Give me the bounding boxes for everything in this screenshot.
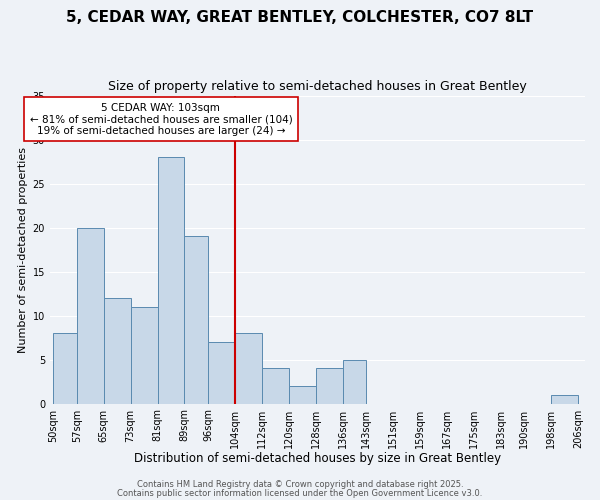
- Title: Size of property relative to semi-detached houses in Great Bentley: Size of property relative to semi-detach…: [108, 80, 527, 93]
- Bar: [551, 395, 578, 404]
- Bar: [316, 368, 343, 404]
- Bar: [184, 236, 208, 404]
- Bar: [343, 360, 366, 404]
- Bar: [53, 333, 77, 404]
- Text: 5 CEDAR WAY: 103sqm
← 81% of semi-detached houses are smaller (104)
19% of semi-: 5 CEDAR WAY: 103sqm ← 81% of semi-detach…: [29, 102, 292, 136]
- Text: Contains HM Land Registry data © Crown copyright and database right 2025.: Contains HM Land Registry data © Crown c…: [137, 480, 463, 489]
- Y-axis label: Number of semi-detached properties: Number of semi-detached properties: [19, 146, 28, 352]
- Bar: [208, 342, 235, 404]
- Bar: [158, 157, 184, 404]
- Bar: [289, 386, 316, 404]
- X-axis label: Distribution of semi-detached houses by size in Great Bentley: Distribution of semi-detached houses by …: [134, 452, 501, 465]
- Bar: [131, 307, 158, 404]
- Bar: [262, 368, 289, 404]
- Bar: [235, 333, 262, 404]
- Bar: [77, 228, 104, 404]
- Text: 5, CEDAR WAY, GREAT BENTLEY, COLCHESTER, CO7 8LT: 5, CEDAR WAY, GREAT BENTLEY, COLCHESTER,…: [67, 10, 533, 25]
- Text: Contains public sector information licensed under the Open Government Licence v3: Contains public sector information licen…: [118, 488, 482, 498]
- Bar: [104, 298, 131, 404]
